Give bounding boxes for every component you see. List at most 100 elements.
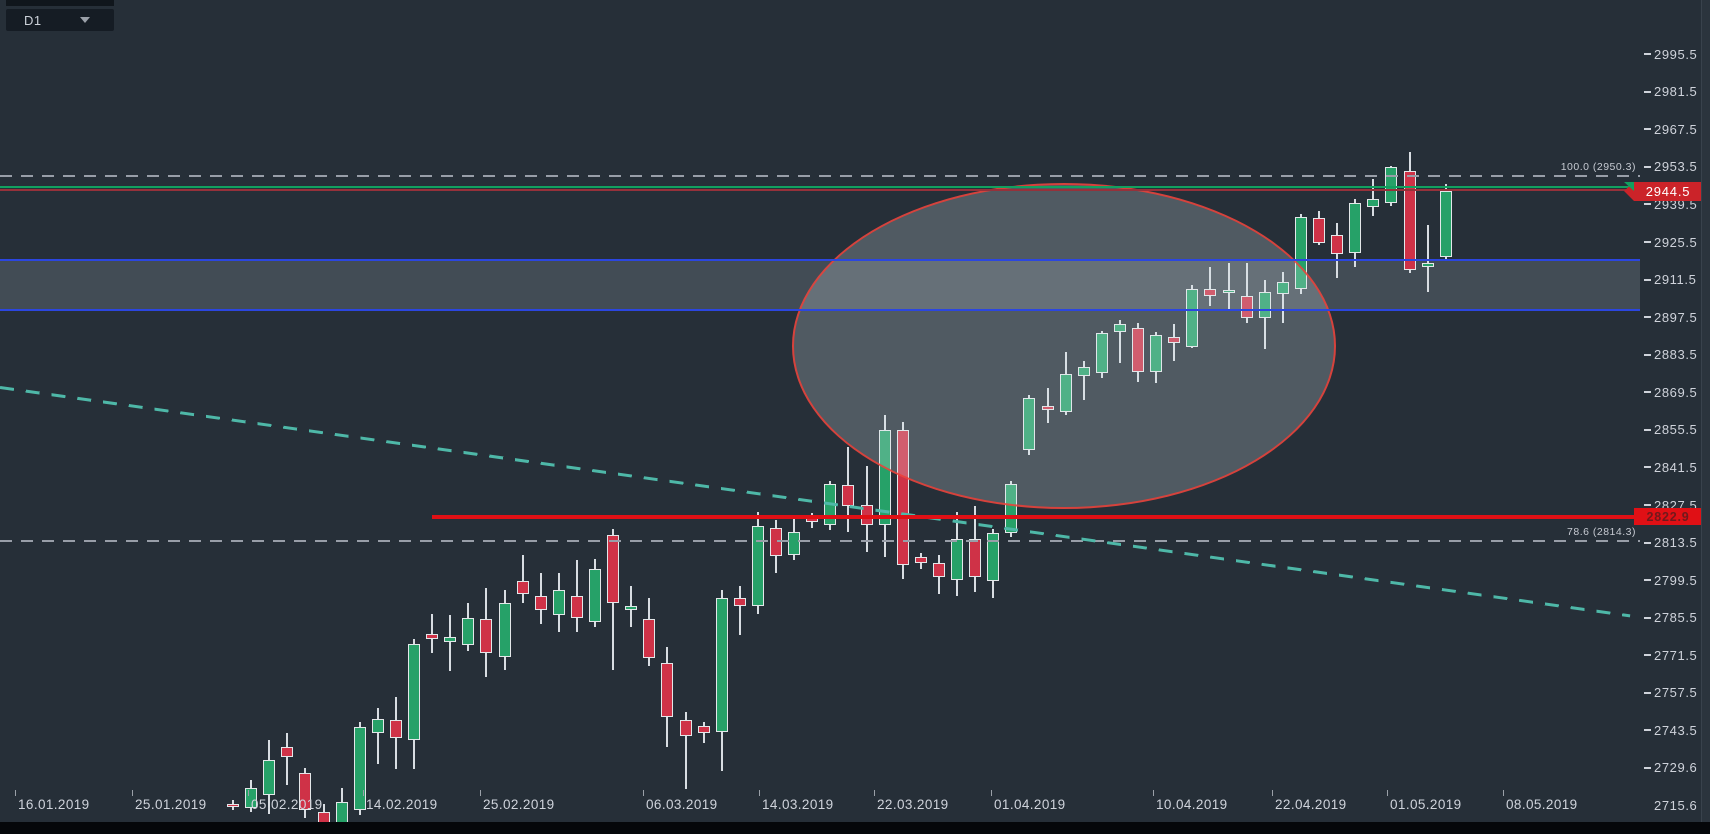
candle[interactable] [951,538,963,581]
candle[interactable] [1331,235,1344,255]
chart-plot-area[interactable] [0,0,1640,822]
candle[interactable] [570,596,583,618]
candle[interactable] [227,804,239,808]
candle[interactable] [371,718,384,733]
price-axis-label: 2981.5 [1644,84,1697,100]
price-axis-label: 2911.5 [1644,272,1696,288]
fib-level-100-line[interactable] [0,175,1640,178]
candle[interactable] [552,589,565,616]
fib-100-label: 100.0 (2950.3) [1560,161,1636,174]
price-axis-label: 2995.5 [1644,46,1697,62]
candle[interactable] [1439,191,1452,257]
price-axis-label: 2869.5 [1644,384,1697,400]
axis-divider [1701,0,1702,822]
price-axis-label: 2785.5 [1644,610,1697,626]
price-axis-label: 2799.5 [1644,572,1697,588]
price-axis-label: 2897.5 [1644,309,1697,325]
right-edge-strip [1702,0,1710,822]
candle[interactable] [1313,217,1325,244]
candle[interactable] [715,597,728,732]
candle[interactable] [516,581,529,594]
price-axis-label: 2855.5 [1644,422,1697,438]
candle-wick [684,711,687,790]
price-axis-label: 2813.5 [1644,535,1697,551]
price-axis-label: 2883.5 [1644,347,1697,363]
candle[interactable] [661,663,674,717]
price-axis-label: 2743.5 [1644,722,1697,738]
candle[interactable] [426,633,439,640]
price-axis-label: 2771.5 [1644,647,1697,663]
candle[interactable] [299,773,312,810]
price-axis-label: 2757.5 [1644,685,1697,701]
fib-level-786-line[interactable] [0,540,1640,543]
current-price-badge: 2944.5 [1624,182,1702,201]
price-axis-label: 2729.6 [1644,760,1697,776]
price-axis-label: 2715.6 [1654,797,1698,813]
current-price-value: 2944.5 [1645,184,1691,199]
candle[interactable] [480,619,493,653]
highlight-ellipse[interactable] [792,183,1336,509]
price-badge-arrow-icon [1624,182,1634,201]
candle[interactable] [914,557,927,563]
candle[interactable] [697,726,710,734]
candle[interactable] [498,602,511,657]
candle[interactable] [1421,263,1434,268]
chevron-down-icon [79,17,90,23]
prev-close-wedge-icon [1624,182,1634,191]
candle[interactable] [788,531,801,555]
candle[interactable] [389,719,402,738]
candle[interactable] [932,562,945,578]
candle[interactable] [842,484,855,507]
candle-wick [376,707,379,764]
candle-wick [431,613,434,653]
timeframe-label: D1 [24,12,42,28]
candle[interactable] [335,801,348,822]
current-price-line [0,188,1640,191]
candle[interactable] [263,759,276,795]
price-axis-label: 2841.5 [1644,459,1697,475]
candle-wick [575,560,578,633]
candle[interactable] [462,617,475,645]
candle[interactable] [607,534,620,603]
candle[interactable] [534,596,547,610]
candle[interactable] [589,569,601,622]
zone-top-line[interactable] [0,258,1640,261]
candle[interactable] [317,812,330,822]
candle[interactable] [444,636,457,642]
candle-wick [449,615,452,672]
candle[interactable] [987,533,1000,582]
resistance-price-badge: 2822.9 [1634,508,1702,526]
price-axis-label: 2925.5 [1644,234,1697,250]
candle-wick [521,554,524,603]
candle[interactable] [408,644,420,741]
resistance-price-line[interactable] [432,515,1640,520]
price-axis-label: 2967.5 [1644,121,1697,137]
prev-close-line [0,185,1640,188]
candle[interactable] [1403,170,1416,271]
resistance-price-value: 2822.9 [1646,509,1690,524]
candle[interactable] [679,719,692,736]
descending-trend-line[interactable] [0,385,1631,618]
candle[interactable] [751,526,764,606]
candle[interactable] [625,605,638,610]
toolbar-strip [6,0,114,6]
candle-wick [1426,224,1429,292]
bottom-bar [0,822,1710,834]
candle[interactable] [969,538,982,578]
candle-wick [286,733,289,786]
candle[interactable] [643,619,656,658]
price-axis[interactable]: 2995.5 2981.5 2967.5 2953.5 2939.5 2925.5 2911… [1640,0,1702,822]
timeframe-selector[interactable]: D1 [6,9,114,31]
candle-wick [1372,178,1375,217]
candle[interactable] [733,597,746,606]
fib-786-label: 78.6 (2814.3) [1567,526,1636,539]
candle[interactable] [353,726,366,810]
candle[interactable] [1349,203,1362,253]
zone-bottom-line[interactable] [0,308,1640,311]
candle-wick [738,585,741,636]
candle[interactable] [1367,199,1380,208]
time-axis[interactable]: 16.01.2019 25.01.2019 05.02.2019 14.02.2019… [0,788,1640,822]
candle[interactable] [281,746,294,758]
price-axis-label: 2953.5 [1644,159,1697,175]
